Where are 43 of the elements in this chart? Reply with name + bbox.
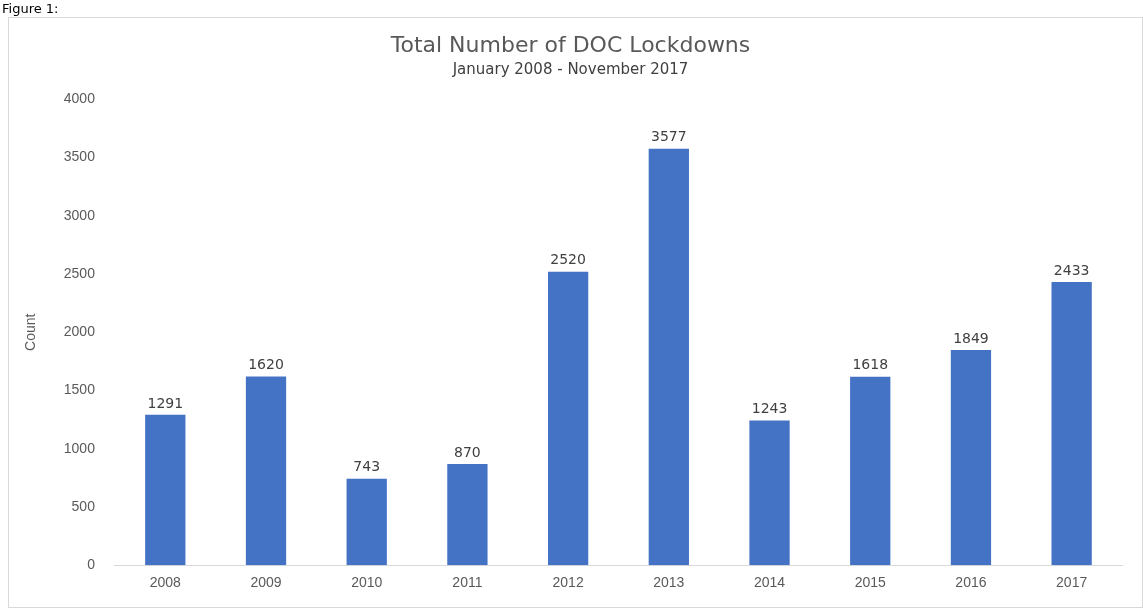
data-label: 2520 [550, 251, 586, 268]
bar [850, 376, 891, 566]
bar [447, 463, 488, 566]
y-tick-label: 1000 [63, 439, 96, 456]
bar [1051, 281, 1092, 566]
y-tick-label: 500 [71, 497, 96, 514]
y-tick-label: 0 [87, 556, 96, 573]
x-tick-label: 2015 [854, 574, 887, 591]
bar [346, 478, 387, 566]
x-tick-label: 2016 [955, 574, 987, 591]
data-label: 1620 [248, 356, 284, 373]
data-label: 2433 [1053, 261, 1090, 278]
y-tick-label: 3500 [63, 148, 96, 165]
chart-title: Total Number of DOC Lockdowns [389, 31, 751, 57]
x-tick-label: 2017 [1056, 574, 1088, 591]
chart-subtitle: January 2008 - November 2017 [451, 60, 689, 79]
y-axis-title: Count [22, 313, 39, 351]
y-tick-label: 4000 [63, 90, 96, 107]
y-tick-label: 2000 [63, 323, 96, 340]
data-label: 1243 [751, 400, 788, 417]
data-label: 1618 [852, 356, 889, 373]
data-label: 870 [454, 443, 481, 460]
y-tick-label: 3000 [63, 206, 96, 223]
y-tick-label: 2500 [63, 264, 96, 281]
caption: Figure 1: [2, 1, 59, 16]
bar [950, 349, 992, 566]
bar [245, 376, 287, 566]
data-label: 1291 [147, 394, 184, 411]
bar [648, 148, 689, 566]
data-label: 3577 [651, 128, 687, 145]
x-tick-label: 2008 [149, 574, 182, 591]
x-tick-label: 2010 [351, 574, 383, 591]
data-label: 1849 [953, 329, 989, 346]
x-tick-label: 2013 [653, 574, 685, 591]
x-tick-label: 2014 [753, 574, 786, 591]
x-tick-label: 2009 [250, 574, 282, 591]
bar [749, 420, 790, 566]
x-tick-label: 2012 [552, 574, 584, 591]
data-label: 743 [353, 458, 381, 475]
bar [145, 414, 186, 566]
bar [547, 271, 589, 566]
y-tick-label: 1500 [63, 381, 96, 398]
x-tick-label: 2011 [452, 574, 483, 591]
